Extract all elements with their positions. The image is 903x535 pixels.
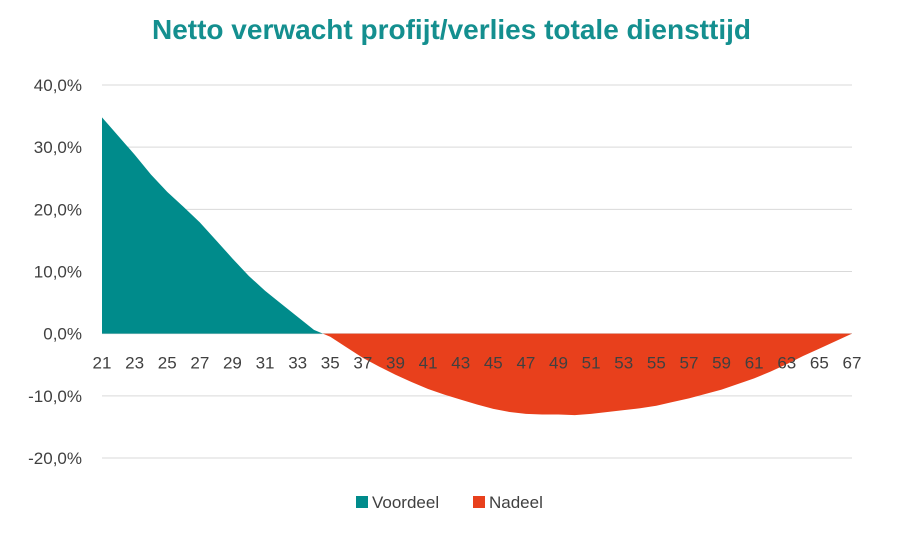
x-tick-label: 25 — [158, 354, 177, 373]
y-tick-label: -10,0% — [28, 387, 82, 406]
legend-label-nadeel: Nadeel — [489, 493, 543, 512]
y-tick-label: 40,0% — [34, 76, 82, 95]
x-tick-label: 55 — [647, 354, 666, 373]
x-tick-label: 31 — [256, 354, 275, 373]
x-tick-label: 47 — [516, 354, 535, 373]
legend: Voordeel Nadeel — [356, 493, 543, 512]
x-tick-label: 39 — [386, 354, 405, 373]
y-axis-ticks: 40,0% 30,0% 20,0% 10,0% 0,0% -10,0% -20,0% — [28, 76, 82, 468]
area-voordeel — [102, 117, 852, 334]
legend-swatch-voordeel — [356, 496, 368, 508]
x-axis-ticks: 21 23 25 27 29 31 33 35 37 39 41 43 45 47 49 51 53 55 57 59… — [93, 354, 862, 373]
x-tick-label: 29 — [223, 354, 242, 373]
area-nadeel — [102, 333, 852, 416]
x-tick-label: 65 — [810, 354, 829, 373]
x-tick-label: 21 — [93, 354, 112, 373]
x-tick-label: 63 — [777, 354, 796, 373]
y-tick-label: 0,0% — [43, 325, 82, 344]
x-tick-label: 49 — [549, 354, 568, 373]
x-tick-label: 61 — [745, 354, 764, 373]
x-tick-label: 57 — [679, 354, 698, 373]
legend-swatch-nadeel — [473, 496, 485, 508]
x-tick-label: 37 — [353, 354, 372, 373]
y-tick-label: -20,0% — [28, 449, 82, 468]
y-tick-label: 10,0% — [34, 263, 82, 282]
chart-title: Netto verwacht profijt/verlies totale di… — [151, 14, 751, 45]
x-tick-label: 41 — [419, 354, 438, 373]
x-tick-label: 51 — [582, 354, 601, 373]
x-tick-label: 43 — [451, 354, 470, 373]
x-tick-label: 27 — [190, 354, 209, 373]
x-tick-label: 53 — [614, 354, 633, 373]
y-tick-label: 30,0% — [34, 138, 82, 157]
x-tick-label: 67 — [843, 354, 862, 373]
x-tick-label: 35 — [321, 354, 340, 373]
y-tick-label: 20,0% — [34, 200, 82, 219]
x-tick-label: 59 — [712, 354, 731, 373]
legend-label-voordeel: Voordeel — [372, 493, 439, 512]
x-tick-label: 23 — [125, 354, 144, 373]
x-tick-label: 33 — [288, 354, 307, 373]
area-series — [102, 117, 852, 416]
x-tick-label: 45 — [484, 354, 503, 373]
